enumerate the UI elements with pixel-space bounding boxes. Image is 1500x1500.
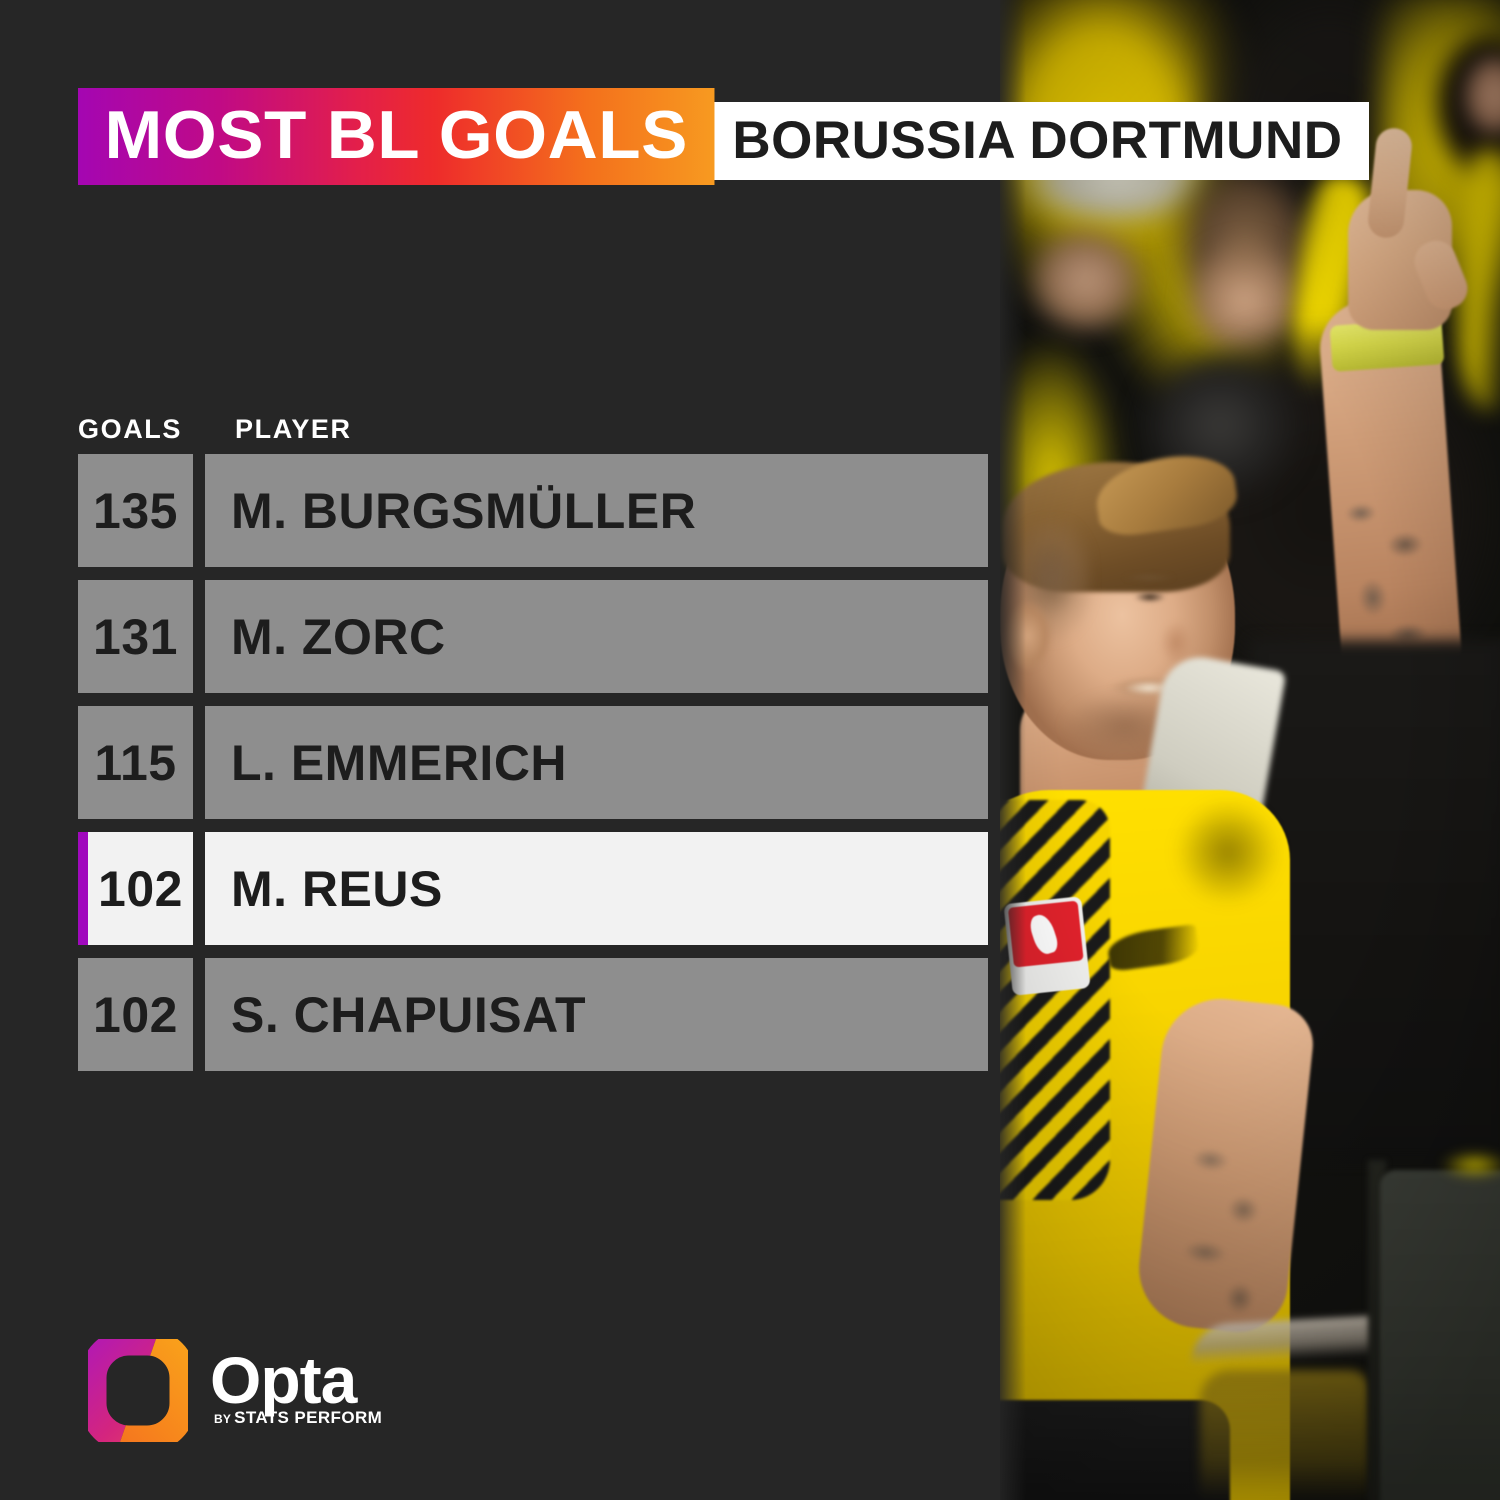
- opta-tagline-by: BY: [214, 1412, 232, 1426]
- cell-goals: 131: [78, 580, 193, 693]
- row-accent-bar: [78, 832, 88, 945]
- cell-player: M. ZORC: [205, 580, 988, 693]
- page-title: MOST BL GOALS: [78, 88, 715, 185]
- cell-divider: [193, 832, 205, 945]
- table-header-row: GOALS PLAYER: [78, 414, 978, 444]
- cell-player: S. CHAPUISAT: [205, 958, 988, 1071]
- opta-mark-icon: [88, 1339, 188, 1442]
- bundesliga-patch-icon: [1003, 896, 1091, 996]
- page-subtitle: BORUSSIA DORTMUND: [706, 102, 1369, 180]
- cell-divider: [193, 706, 205, 819]
- jersey-striped-sleeve: [1000, 800, 1110, 1200]
- cell-divider: [193, 958, 205, 1071]
- stadium-seat: [1380, 1170, 1500, 1500]
- leaderboard-table: 135 M. BURGSMÜLLER 131 M. ZORC 115 L. EM…: [78, 454, 988, 1071]
- opta-wordmark: Opta: [210, 1343, 357, 1417]
- crowd-spectator-face-cap: [1010, 215, 1160, 345]
- cell-divider: [193, 454, 205, 567]
- player-arm-tattoo: [1144, 1113, 1306, 1337]
- cell-goals: 135: [78, 454, 193, 567]
- opta-tagline-text: STATS PERFORM: [234, 1408, 383, 1427]
- table-row[interactable]: 131 M. ZORC: [78, 580, 988, 693]
- player-ear: [1004, 600, 1052, 672]
- player-eye: [1130, 590, 1170, 604]
- player-photo: [1000, 0, 1500, 1500]
- cell-player: M. BURGSMÜLLER: [205, 454, 988, 567]
- table-row[interactable]: 115 L. EMMERICH: [78, 706, 988, 819]
- opta-logo: Opta BY STATS PERFORM: [88, 1337, 418, 1447]
- player-eyebrow: [1118, 572, 1180, 583]
- jersey-shoulder-shadow: [1150, 800, 1280, 930]
- player-shorts: [1000, 1400, 1230, 1500]
- cell-goals: 102: [88, 832, 193, 945]
- table-row[interactable]: 135 M. BURGSMÜLLER: [78, 454, 988, 567]
- cell-divider: [193, 580, 205, 693]
- cell-player: L. EMMERICH: [205, 706, 988, 819]
- crowd-spectator-face-right: [1455, 45, 1500, 145]
- stadium-seat-yellow-glow: [1440, 1150, 1500, 1180]
- column-header-goals: GOALS: [78, 414, 183, 444]
- table-row-highlighted[interactable]: 102 M. REUS: [78, 832, 988, 945]
- cell-goals: 115: [78, 706, 193, 819]
- cell-player: M. REUS: [205, 832, 988, 945]
- title-block: MOST BL GOALS BORUSSIA DORTMUND: [78, 88, 1369, 185]
- stadium-rail-yellow: [1200, 1370, 1370, 1500]
- opta-tagline: BY STATS PERFORM: [214, 1408, 382, 1428]
- table-row[interactable]: 102 S. CHAPUISAT: [78, 958, 988, 1071]
- column-header-player: PLAYER: [235, 414, 352, 444]
- cell-goals: 102: [78, 958, 193, 1071]
